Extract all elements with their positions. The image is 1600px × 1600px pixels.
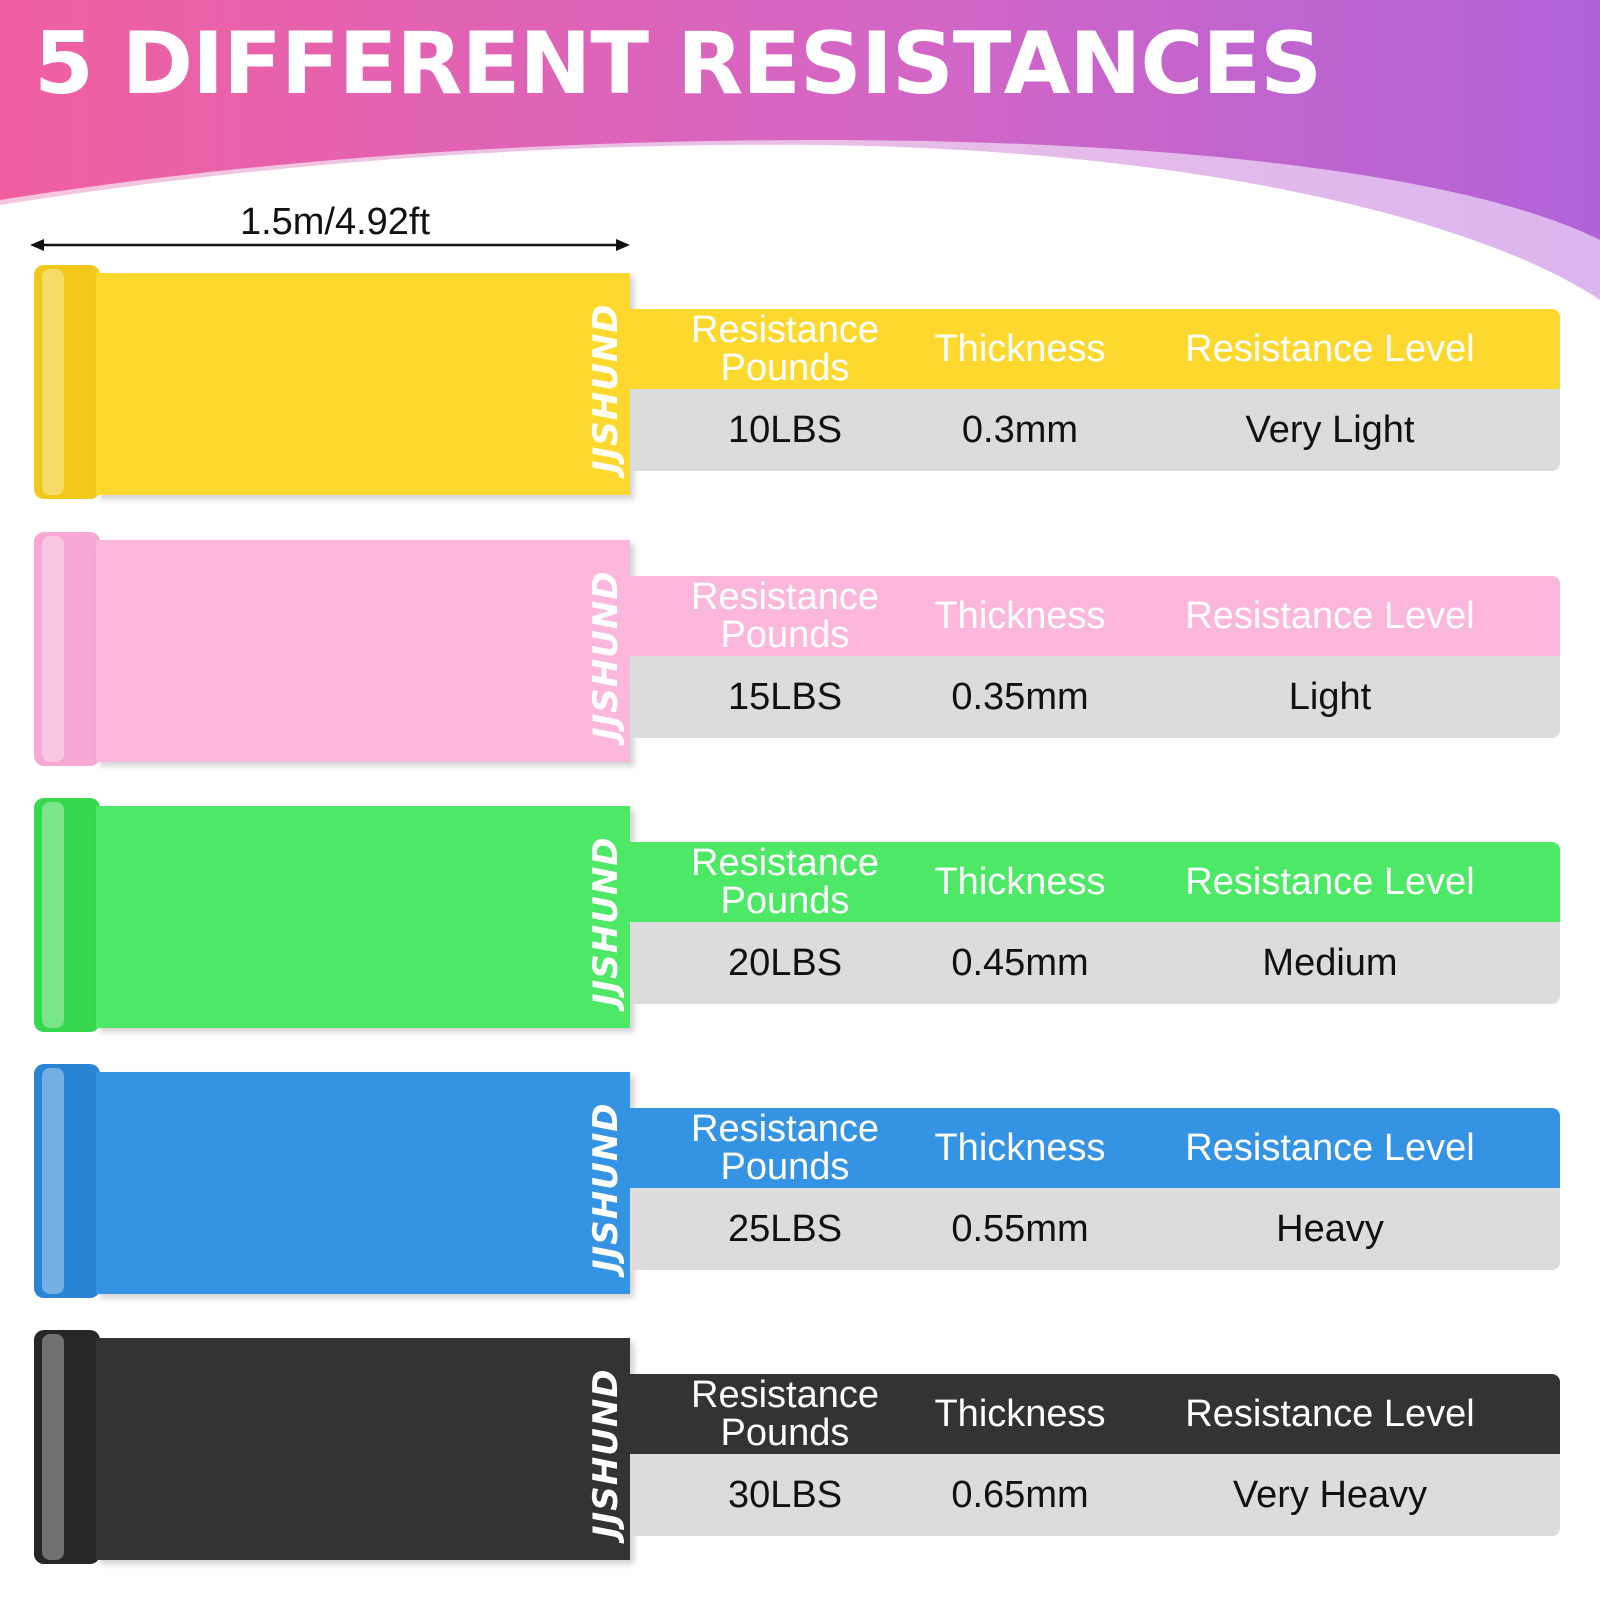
spec-values: 10LBS 0.3mm Very Light <box>630 389 1560 471</box>
roll-highlight <box>42 536 64 762</box>
header-pounds: Resistance Pounds <box>691 1374 879 1454</box>
header-level: Resistance Level <box>1185 1127 1475 1169</box>
header-pounds: Resistance Pounds <box>691 576 879 656</box>
value-thickness: 0.65mm <box>951 1473 1089 1516</box>
band-row-15lbs: JJSHUND S 15LBS Resistance Pounds Thickn… <box>0 532 1600 772</box>
page-title: 5 DIFFERENT RESISTANCES <box>34 14 1322 114</box>
value-level: Very Light <box>1245 408 1415 451</box>
roll-highlight <box>42 1334 64 1560</box>
band-row-25lbs: JJSHUND L 25LBS Resistance Pounds Thickn… <box>0 1064 1600 1304</box>
roll-highlight <box>42 1068 64 1294</box>
header-pounds: Resistance Pounds <box>691 842 879 922</box>
value-level: Light <box>1288 675 1372 718</box>
band-sheet: JJSHUND S 15LBS <box>96 540 653 762</box>
spec-header: Resistance Pounds Thickness Resistance L… <box>630 576 1560 656</box>
value-level: Very Heavy <box>1232 1473 1428 1516</box>
band-row-10lbs: JJSHUND XS 10LBS Resistance Pounds Thick… <box>0 265 1600 505</box>
brand-logo: JJSHUND <box>586 1102 626 1272</box>
spec-header: Resistance Pounds Thickness Resistance L… <box>630 1108 1560 1188</box>
band-row-30lbs: JJSHUND XL 30LBS Resistance Pounds Thick… <box>0 1330 1600 1570</box>
header-banner: 5 DIFFERENT RESISTANCES <box>0 0 1600 320</box>
header-level: Resistance Level <box>1185 595 1475 637</box>
brand-logo: JJSHUND <box>586 836 626 1006</box>
band-sheet: JJSHUND XS 10LBS <box>96 273 653 495</box>
header-thickness: Thickness <box>934 595 1106 637</box>
band-roll <box>34 265 100 499</box>
brand-logo: JJSHUND <box>586 570 626 740</box>
band-roll <box>34 798 100 1032</box>
band-sheet: JJSHUND M 20LBS <box>96 806 653 1028</box>
value-level: Medium <box>1262 941 1398 984</box>
header-thickness: Thickness <box>934 861 1106 903</box>
value-thickness: 0.35mm <box>951 675 1089 718</box>
header-level: Resistance Level <box>1185 861 1475 903</box>
spec-header: Resistance Pounds Thickness Resistance L… <box>630 842 1560 922</box>
value-pounds: 20LBS <box>727 941 843 984</box>
spec-table: Resistance Pounds Thickness Resistance L… <box>630 1374 1560 1536</box>
band-sheet: JJSHUND XL 30LBS <box>96 1338 653 1560</box>
spec-values: 20LBS 0.45mm Medium <box>630 922 1560 1004</box>
value-pounds: 15LBS <box>727 675 843 718</box>
header-level: Resistance Level <box>1185 1393 1475 1435</box>
header-thickness: Thickness <box>934 1127 1106 1169</box>
header-level: Resistance Level <box>1185 328 1475 370</box>
spec-header: Resistance Pounds Thickness Resistance L… <box>630 1374 1560 1454</box>
spec-table: Resistance Pounds Thickness Resistance L… <box>630 309 1560 471</box>
band-row-20lbs: JJSHUND M 20LBS Resistance Pounds Thickn… <box>0 798 1600 1038</box>
value-thickness: 0.55mm <box>951 1207 1089 1250</box>
spec-table: Resistance Pounds Thickness Resistance L… <box>630 842 1560 1004</box>
header-pounds: Resistance Pounds <box>691 1108 879 1188</box>
spec-values: 30LBS 0.65mm Very Heavy <box>630 1454 1560 1536</box>
header-thickness: Thickness <box>934 328 1106 370</box>
length-arrow-icon <box>30 239 630 251</box>
spec-values: 15LBS 0.35mm Light <box>630 656 1560 738</box>
brand-logo: JJSHUND <box>586 1368 626 1538</box>
value-pounds: 25LBS <box>727 1207 843 1250</box>
roll-highlight <box>42 802 64 1028</box>
value-thickness: 0.45mm <box>951 941 1089 984</box>
band-roll <box>34 532 100 766</box>
value-level: Heavy <box>1276 1207 1384 1250</box>
band-roll <box>34 1064 100 1298</box>
spec-table: Resistance Pounds Thickness Resistance L… <box>630 1108 1560 1270</box>
value-pounds: 30LBS <box>727 1473 843 1516</box>
length-label: 1.5m/4.92ft <box>239 201 431 243</box>
spec-header: Resistance Pounds Thickness Resistance L… <box>630 309 1560 389</box>
header-thickness: Thickness <box>934 1393 1106 1435</box>
roll-highlight <box>42 269 64 495</box>
band-roll <box>34 1330 100 1564</box>
brand-logo: JJSHUND <box>586 303 626 473</box>
value-thickness: 0.3mm <box>961 408 1079 451</box>
value-pounds: 10LBS <box>727 408 843 451</box>
banner-wave <box>0 0 1600 300</box>
spec-table: Resistance Pounds Thickness Resistance L… <box>630 576 1560 738</box>
spec-values: 25LBS 0.55mm Heavy <box>630 1188 1560 1270</box>
header-pounds: Resistance Pounds <box>691 309 879 389</box>
band-sheet: JJSHUND L 25LBS <box>96 1072 653 1294</box>
